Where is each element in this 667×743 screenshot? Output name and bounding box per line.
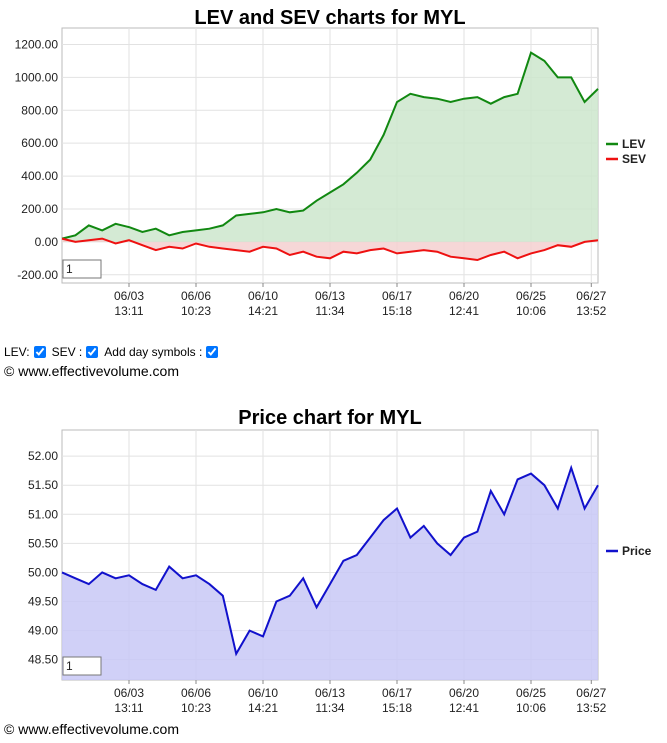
y-tick-label: 800.00 [21, 103, 58, 117]
x-tick-label: 06/10 14:21 [248, 686, 278, 715]
source: © www.effectivevolume.com [4, 363, 180, 379]
x-tick-label: 06/13 11:34 [315, 686, 345, 715]
controls: LEV: SEV : Add day symbols : [4, 345, 222, 359]
y-tick-label: 52.00 [28, 449, 58, 463]
x-tick-label: 06/20 12:41 [449, 686, 479, 715]
y-tick-label: 49.00 [28, 624, 58, 638]
price-chart: Price chart for MYL 48.50 49.00 49.50 50.00 5… [28, 407, 652, 715]
y-tick-label: 51.00 [28, 507, 58, 521]
series-area [62, 238, 598, 260]
series-area [62, 52, 598, 242]
y-tick-label: 49.50 [28, 595, 58, 609]
chart-title: LEV and SEV charts for MYL [194, 7, 465, 29]
y-tick-label: 51.50 [28, 478, 58, 492]
x-tick-label: 06/27 13:52 [576, 289, 606, 318]
x-tick-label: 06/25 10:06 [516, 289, 546, 318]
chart-title: Price chart for MYL [238, 407, 421, 429]
sev-checkbox[interactable] [86, 346, 99, 358]
y-tick-label: 48.50 [28, 653, 58, 667]
y-tick-label: 600.00 [21, 136, 58, 150]
zoom-box [62, 656, 102, 676]
zoom-value: 1 [66, 262, 73, 276]
y-tick-label: 200.00 [21, 202, 58, 216]
x-tick-label: 06/03 13:11 [114, 289, 144, 318]
legend-label: LEV [622, 137, 645, 151]
zoom-value: 1 [66, 659, 73, 673]
day-symbols-checkbox[interactable] [206, 346, 219, 358]
series-area [62, 467, 598, 680]
legend-label: SEV [622, 152, 646, 166]
series-line [61, 237, 599, 262]
x-tick-label: 06/17 15:18 [382, 686, 412, 715]
sev-toggle-label: SEV : [51, 345, 83, 359]
legend-label: Price [622, 544, 652, 558]
x-tick-label: 06/06 10:23 [181, 686, 211, 715]
y-tick-label: 50.50 [28, 536, 58, 550]
x-tick-label: 06/20 12:41 [449, 289, 479, 318]
y-tick-label: 1000.00 [15, 70, 59, 84]
x-tick-label: 06/25 10:06 [516, 686, 546, 715]
lev-toggle-label: LEV: [4, 345, 30, 359]
y-tick-label: 1200.00 [15, 37, 59, 51]
y-tick-label: 50.00 [28, 565, 58, 579]
lev-checkbox[interactable] [33, 346, 46, 358]
lev-sev-chart: LEV and SEV charts for MYL -200.00 0.00 200… [15, 7, 646, 318]
x-tick-label: 06/27 13:52 [576, 686, 606, 715]
x-tick-label: 06/10 14:21 [248, 289, 278, 318]
y-tick-label: 0.00 [35, 235, 59, 249]
x-tick-label: 06/06 10:23 [181, 289, 211, 318]
x-tick-label: 06/03 13:11 [114, 686, 144, 715]
y-tick-label: 400.00 [21, 169, 58, 183]
zoom-box [62, 259, 102, 279]
series-line [61, 464, 599, 657]
series-line [61, 51, 599, 240]
y-tick-label: -200.00 [17, 268, 58, 282]
source: © www.effectivevolume.com [4, 721, 180, 737]
x-tick-label: 06/13 11:34 [315, 289, 345, 318]
day-symbols-label: Add day symbols : [104, 345, 203, 359]
x-tick-label: 06/17 15:18 [382, 289, 412, 318]
